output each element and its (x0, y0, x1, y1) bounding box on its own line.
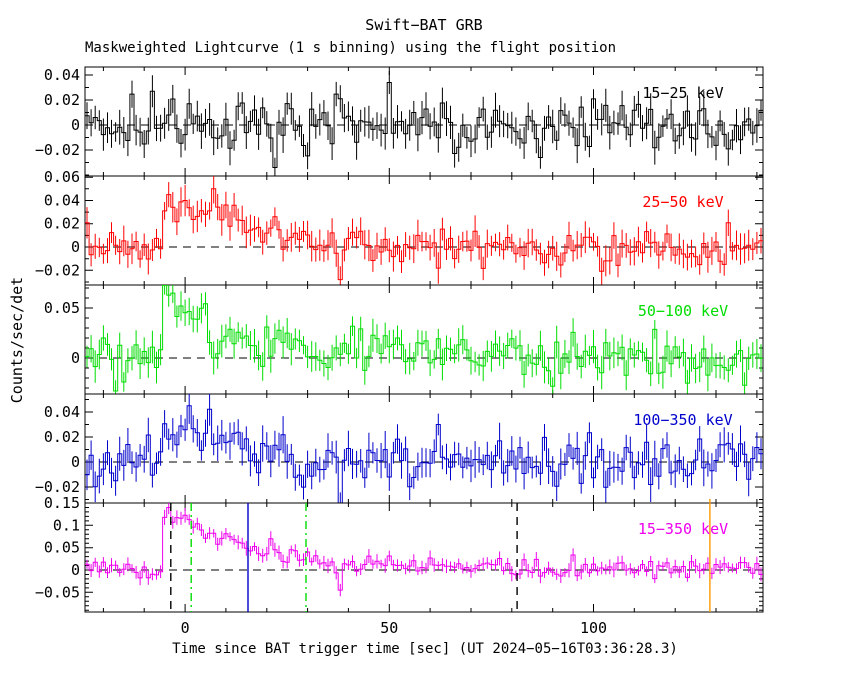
x-tick-label: 0 (181, 619, 190, 637)
y-tick-label: −0.02 (35, 261, 80, 279)
error-bars (86, 285, 762, 394)
plot-subtitle: Maskweighted Lightcurve (1 s binning) us… (85, 40, 617, 56)
y-tick-label: 0 (71, 116, 80, 134)
y-tick-label: −0.05 (35, 583, 80, 601)
band-label-50-100-kev: 50−100 keV (637, 302, 729, 320)
y-tick-label: 0.02 (44, 215, 80, 233)
y-tick-label: 0.02 (44, 91, 80, 109)
y-tick-label: 0.05 (44, 539, 80, 557)
y-tick-label: 0 (71, 453, 80, 471)
band-label-15-350-kev: 15−350 keV (637, 520, 729, 538)
x-tick-label: 50 (380, 619, 398, 637)
x-axis-label: Time since BAT trigger time [sec] (UT 20… (172, 641, 678, 657)
x-tick-label: 100 (580, 619, 607, 637)
series-path (85, 188, 763, 281)
band-label-15-25-kev: 15−25 keV (642, 84, 724, 102)
y-tick-label: 0 (71, 561, 80, 579)
band-label-25-50-kev: 25−50 keV (642, 193, 724, 211)
series-path (85, 405, 763, 503)
y-tick-label: 0.04 (44, 66, 80, 84)
y-axis-label: Counts/sec/det (8, 276, 26, 404)
y-tick-label: 0 (71, 349, 80, 367)
y-tick-label: 0.04 (44, 192, 80, 210)
panel-frame (84, 502, 764, 613)
error-bars (86, 503, 762, 597)
error-bars (86, 176, 762, 285)
y-tick-label: −0.02 (35, 478, 80, 496)
y-tick-label: −0.02 (35, 141, 80, 159)
y-tick-label: 0.06 (44, 168, 80, 186)
series-path (85, 82, 763, 168)
plot-title: Swift−BAT GRB (365, 16, 483, 34)
y-tick-label: 0.02 (44, 428, 80, 446)
axis-ticks (85, 67, 763, 176)
y-tick-label: 0.04 (44, 403, 80, 421)
series-path (85, 507, 763, 591)
y-tick-label: 0 (71, 238, 80, 256)
y-tick-label: 0.1 (53, 516, 80, 534)
error-bars (86, 394, 762, 503)
series-path (85, 285, 763, 392)
band-label-100-350-kev: 100−350 keV (633, 411, 733, 429)
y-tick-label: 0.05 (44, 299, 80, 317)
y-tick-label: 0.15 (44, 494, 80, 512)
